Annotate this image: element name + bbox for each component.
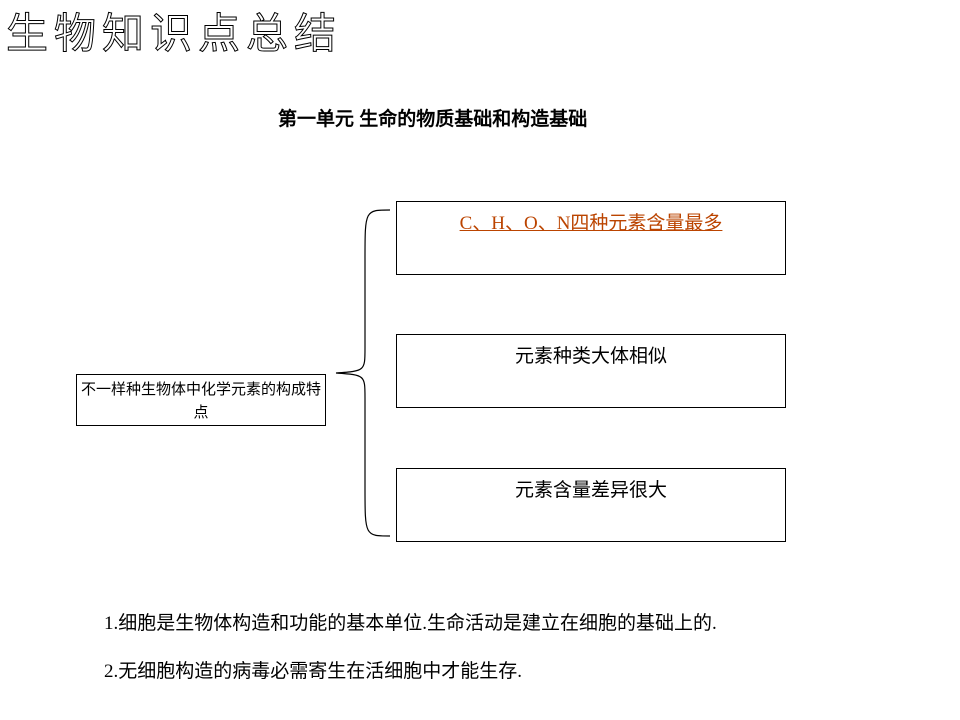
page-title: 生物知识点总结 (6, 0, 342, 61)
left-concept-box: 不一样种生物体中化学元素的构成特点 (76, 374, 326, 426)
unit-subtitle: 第一单元 生命的物质基础和构造基础 (278, 104, 587, 131)
brace-connector (330, 208, 390, 538)
page-root: { "title": { "text": "生物知识点总结", "font_si… (0, 0, 960, 720)
right-box-3-text: 元素含量差异很大 (515, 480, 667, 501)
right-box-2-text: 元素种类大体相似 (515, 346, 667, 367)
right-box-3: 元素含量差异很大 (396, 468, 786, 542)
note-2: 2.无细胞构造的病毒必需寄生在活细胞中才能生存. (104, 656, 522, 683)
left-concept-text: 不一样种生物体中化学元素的构成特点 (77, 375, 325, 424)
right-box-1-text[interactable]: C、H、O、N四种元素含量最多 (460, 213, 723, 234)
right-box-1: C、H、O、N四种元素含量最多 (396, 201, 786, 275)
right-box-2: 元素种类大体相似 (396, 334, 786, 408)
note-1: 1.细胞是生物体构造和功能的基本单位.生命活动是建立在细胞的基础上的. (104, 608, 717, 635)
